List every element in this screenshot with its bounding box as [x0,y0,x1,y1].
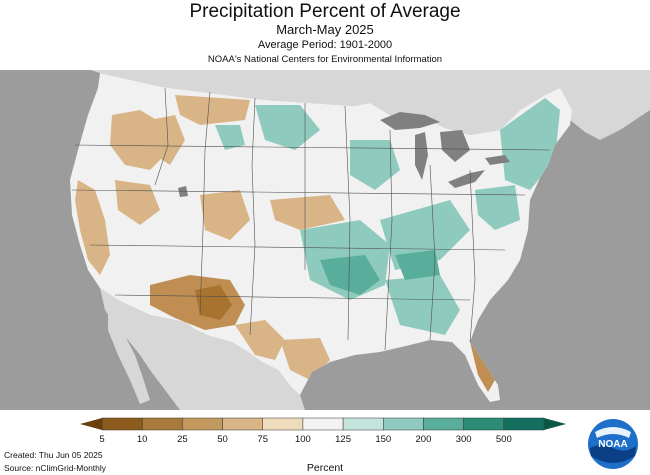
dry-area-florida [470,342,495,392]
boundary-latitude-north [74,144,551,151]
boundary-latitude-south [89,244,506,251]
boundary-midwest [429,164,436,341]
wet-area-ohio-valley [380,200,470,270]
legend-tick-label: 10 [136,434,148,445]
legend-tick-label: 75 [257,434,268,445]
legend-tick-label: 150 [375,434,392,445]
boundary-east [469,169,476,343]
organization-credit: NOAA's National Centers for Environmenta… [207,54,443,65]
color-legend [80,417,566,431]
very-wet-area-arklatex [320,255,380,295]
average-period: Average Period: 1901-2000 [257,39,393,51]
boundary-mississippi [384,129,393,351]
lake-ontario [485,155,510,165]
map-title: Precipitation Percent of Average [189,1,461,22]
legend-under-triangle [80,418,102,430]
boundary-rockies-east [249,97,256,336]
wet-area-mid-atlantic [475,185,520,230]
legend-tick-label: 5 [99,434,105,445]
precipitation-map [0,70,650,410]
great-lakes [178,112,510,197]
legend-title: Percent [306,462,344,474]
wet-area-northeast [500,98,560,190]
legend-tick-label: 125 [335,434,351,445]
dry-area-northern-plains [175,95,250,125]
lake-superior [380,112,440,130]
legend-over-triangle [544,418,566,430]
lake-erie [448,170,485,188]
boundary-rockies-west [199,91,211,316]
dry-area-west-texas [235,320,285,360]
baja-peninsula [108,305,150,404]
legend-tick-label: 100 [294,434,311,445]
wet-area-montana [255,105,320,150]
map-subtitle: March-May 2025 [276,22,374,37]
wet-area-idaho [215,125,245,150]
dry-area-great-basin [115,180,160,225]
legend-tick-label: 500 [495,434,512,445]
boundary-idaho-montana [154,87,169,186]
noaa-logo-text: NOAA [598,439,627,450]
mexico-land [100,288,305,410]
wet-area-deep-south [385,275,460,335]
legend-tick-label: 50 [217,434,228,445]
legend-tick-label: 25 [177,434,188,445]
noaa-logo-icon: NOAA [588,419,638,469]
created-date: Created: Thu Jun 05 2025 [4,450,103,460]
boundary-plains-east [344,105,351,341]
boundary-latitude-central [71,189,526,196]
wet-area-great-lakes [350,140,400,190]
lake-huron [440,130,470,162]
extreme-dry-area-arizona [195,285,232,320]
dry-area-kansas [270,195,345,230]
state-boundaries [71,87,551,351]
dry-area-california [75,180,110,275]
very-wet-area-tennessee [395,250,440,280]
data-source: Source: nClimGrid-Monthly [4,463,107,473]
legend-tick-label: 200 [415,434,432,445]
legend-color-boxes [101,417,545,431]
legend-tick-label: 300 [455,434,472,445]
dry-area-colorado [200,190,250,240]
lake-michigan [415,132,428,180]
boundary-latitude-gulf [114,294,471,301]
legend-tick-labels: 5 10 25 50 75 100 125 150 200 300 500 [80,416,566,448]
canada-land [90,70,650,140]
